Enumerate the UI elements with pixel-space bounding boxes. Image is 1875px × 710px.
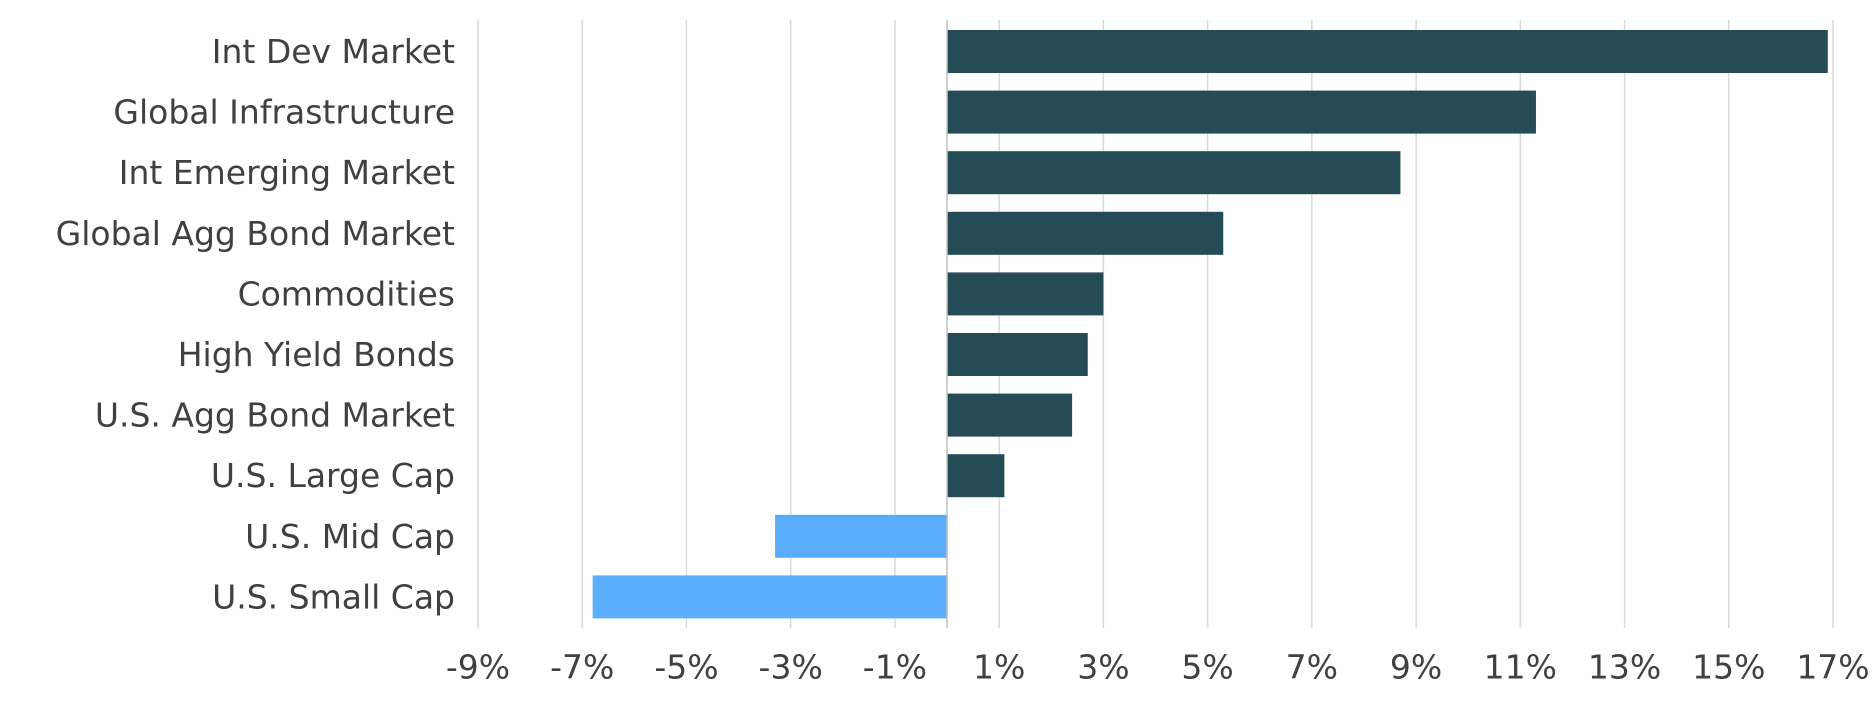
category-labels: Int Dev Market Global Infrastructure Int E… (56, 32, 455, 616)
x-tick-label-9: -9% (446, 648, 510, 687)
category-label-int-dev-market: Int Dev Market (212, 32, 455, 71)
bar-u-s-small-cap (592, 575, 948, 619)
bar-commodities (947, 272, 1104, 316)
x-tick-label-9: 9% (1390, 648, 1442, 687)
category-label-global-infrastructure: Global Infrastructure (113, 93, 455, 132)
category-label-u-s-small-cap: U.S. Small Cap (212, 577, 455, 616)
category-label-commodities: Commodities (238, 274, 455, 313)
x-tick-label-17: 17% (1796, 648, 1869, 687)
x-tick-labels: -9% -7% -5% -3% -1% 1% 3% 5% 7% 9% 11% 13% 15% 17% (446, 648, 1870, 687)
x-tick-label-15: 15% (1692, 648, 1765, 687)
category-label-int-emerging-market: Int Emerging Market (119, 153, 455, 192)
x-tick-label-7: 7% (1286, 648, 1338, 687)
x-tick-label-5: 5% (1181, 648, 1233, 687)
category-label-u-s-agg-bond-market: U.S. Agg Bond Market (95, 396, 455, 435)
bar-high-yield-bonds (947, 333, 1088, 376)
bars (592, 30, 1828, 619)
x-tick-label-11: 11% (1484, 648, 1557, 687)
category-label-high-yield-bonds: High Yield Bonds (178, 335, 455, 374)
x-tick-label-13: 13% (1588, 648, 1661, 687)
bar-int-emerging-market (947, 151, 1401, 195)
bar-int-dev-market (947, 30, 1828, 73)
category-label-u-s-mid-cap: U.S. Mid Cap (245, 517, 455, 556)
x-tick-label-1: 1% (973, 648, 1025, 687)
bar-u-s-large-cap (947, 454, 1005, 498)
bar-global-agg-bond-market (947, 211, 1224, 255)
bar-global-infrastructure (947, 90, 1536, 134)
x-tick-label-1: -1% (863, 648, 927, 687)
x-tick-label-5: -5% (654, 648, 718, 687)
x-tick-label-3: -3% (759, 648, 823, 687)
category-label-global-agg-bond-market: Global Agg Bond Market (56, 214, 455, 253)
x-tick-label-3: 3% (1077, 648, 1129, 687)
category-label-u-s-large-cap: U.S. Large Cap (211, 456, 455, 495)
x-tick-label-7: -7% (550, 648, 614, 687)
bar-u-s-mid-cap (775, 514, 948, 558)
bar-u-s-agg-bond-market (947, 393, 1073, 437)
